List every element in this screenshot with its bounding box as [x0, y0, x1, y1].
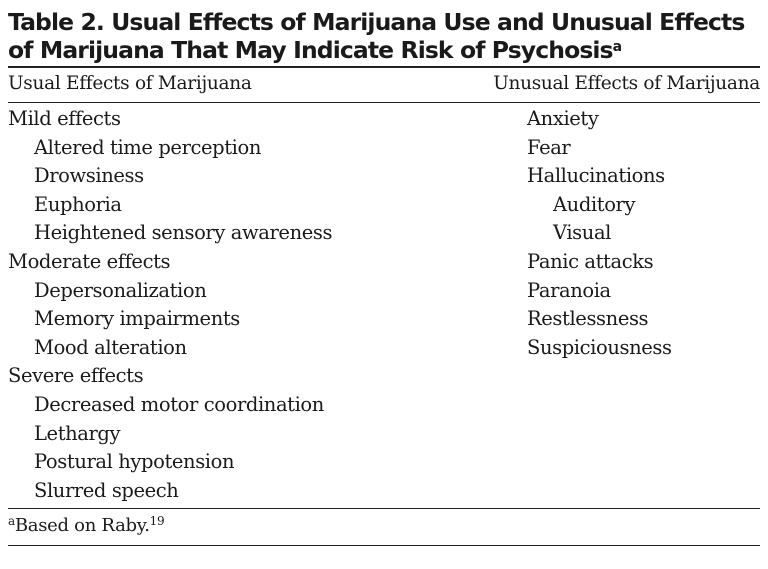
usual-effect-item: Altered time perception: [34, 135, 261, 159]
usual-effect-item: Drowsiness: [34, 164, 144, 188]
footnote-reference: 19: [149, 514, 165, 528]
unusual-effect-category: Panic attacks: [527, 249, 654, 273]
usual-effects-list: Mild effects Altered time perception Drows…: [8, 105, 332, 505]
header-rule: [8, 102, 760, 103]
usual-effect-item: Depersonalization: [34, 278, 207, 302]
top-rule: [8, 66, 760, 68]
footnote-rule: [8, 545, 760, 546]
usual-effect-item: Memory impairments: [34, 307, 240, 331]
usual-effect-item: Lethargy: [34, 421, 121, 445]
unusual-effect-category: Restlessness: [527, 307, 649, 331]
bottom-rule: [8, 508, 760, 509]
column-header-unusual: Unusual Effects of Marijuana: [493, 73, 760, 94]
usual-effect-category: Mild effects: [8, 107, 121, 130]
usual-effect-category: Moderate effects: [8, 249, 171, 273]
unusual-effect-item: Auditory: [553, 192, 636, 216]
table-title: Table 2. Usual Effects of Marijuana Use …: [8, 8, 760, 66]
footnote: aBased on Raby.19: [8, 509, 760, 545]
table-body: Mild effects Altered time perception Drows…: [8, 103, 760, 508]
usual-effect-category: Severe effects: [8, 364, 144, 388]
unusual-effect-item: Visual: [553, 221, 612, 245]
footnote-text: Based on Raby.: [14, 515, 150, 536]
usual-effect-item: Mood alteration: [34, 335, 187, 359]
usual-effect-item: Heightened sensory awareness: [34, 221, 333, 245]
unusual-effect-category: Suspiciousness: [527, 335, 672, 359]
usual-effect-item: Decreased motor coordination: [34, 392, 324, 416]
title-footnote-marker: a: [612, 39, 623, 55]
usual-effect-item: Euphoria: [34, 192, 122, 216]
usual-effect-item: Slurred speech: [34, 478, 179, 502]
column-header-row: Usual Effects of Marijuana Unusual Effec…: [8, 68, 760, 102]
footnote-marker: a: [8, 514, 15, 528]
table: Table 2. Usual Effects of Marijuana Use …: [8, 8, 760, 546]
usual-effect-item: Postural hypotension: [34, 450, 235, 474]
table-title-line-2: of Marijuana That May Indicate Risk of P…: [8, 36, 760, 64]
unusual-effect-category: Fear: [527, 135, 571, 159]
unusual-effects-list: Anxiety Fear Hallucinations Auditory Visual P…: [527, 105, 672, 362]
unusual-effect-category: Hallucinations: [527, 164, 665, 188]
unusual-effect-category: Anxiety: [527, 107, 599, 130]
table-title-line-1: Table 2. Usual Effects of Marijuana Use …: [8, 8, 745, 36]
table-title-line-2-text: of Marijuana That May Indicate Risk of P…: [8, 36, 614, 64]
column-header-usual: Usual Effects of Marijuana: [8, 73, 252, 94]
unusual-effect-category: Paranoia: [527, 278, 611, 302]
